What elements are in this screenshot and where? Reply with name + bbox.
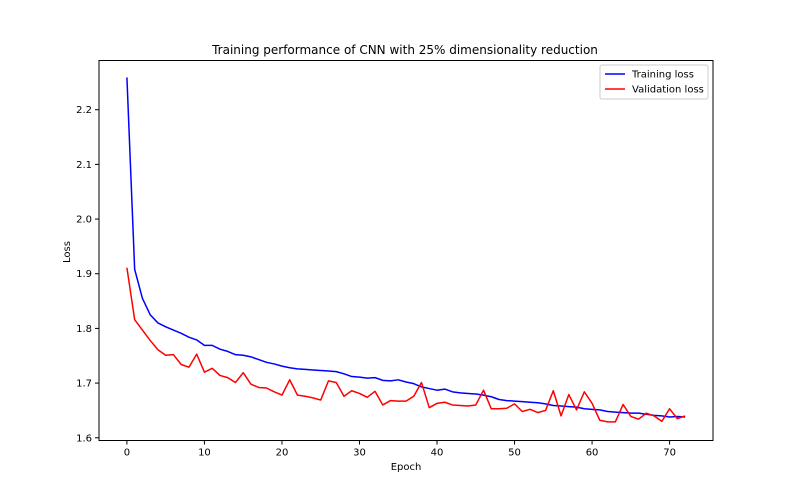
y-tick-label: 1.9 bbox=[76, 269, 92, 280]
chart-title: Training performance of CNN with 25% dim… bbox=[211, 43, 598, 57]
y-tick-label: 2.0 bbox=[76, 215, 92, 226]
legend-box bbox=[599, 64, 709, 100]
series-line-training-loss bbox=[126, 77, 686, 418]
x-tick-label: 20 bbox=[276, 448, 289, 459]
x-tick-label: 30 bbox=[353, 448, 366, 459]
legend: Training loss Validation loss bbox=[599, 64, 709, 100]
y-tick-label: 2.2 bbox=[76, 105, 92, 116]
x-axis-label: Epoch bbox=[391, 462, 422, 473]
x-tick-label: 10 bbox=[198, 448, 211, 459]
y-axis: 1.6 1.7 1.8 1.9 2.0 2.1 2.2 bbox=[76, 105, 99, 444]
x-tick-label: 40 bbox=[431, 448, 444, 459]
x-tick-label: 60 bbox=[586, 448, 599, 459]
series-layer bbox=[126, 77, 686, 423]
x-axis: 0 10 20 30 40 50 60 70 bbox=[124, 440, 676, 459]
plot-frame bbox=[98, 60, 714, 441]
y-tick-label: 1.6 bbox=[76, 433, 92, 444]
x-tick-label: 70 bbox=[663, 448, 676, 459]
legend-label-validation-loss: Validation loss bbox=[632, 85, 704, 96]
series-line-validation-loss bbox=[126, 267, 686, 423]
y-axis-label: Loss bbox=[62, 241, 73, 263]
x-tick-label: 0 bbox=[124, 448, 130, 459]
legend-label-training-loss: Training loss bbox=[631, 70, 694, 81]
y-tick-label: 1.7 bbox=[76, 379, 92, 390]
x-tick-label: 50 bbox=[508, 448, 521, 459]
y-tick-label: 1.8 bbox=[76, 324, 92, 335]
y-tick-label: 2.1 bbox=[76, 160, 92, 171]
